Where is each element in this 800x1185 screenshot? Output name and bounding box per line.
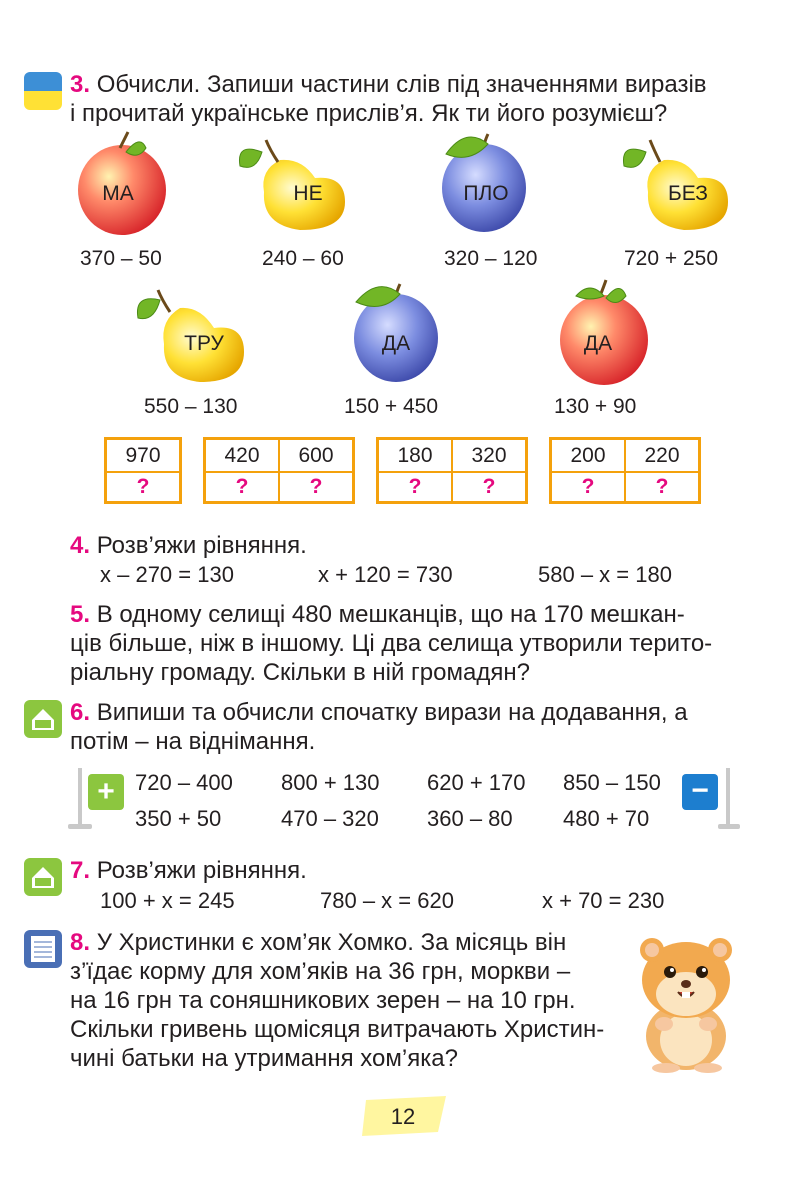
fruit-expression: 370 – 50 <box>80 247 162 270</box>
equation: 780 – x = 620 <box>320 888 454 913</box>
page-number: 12 <box>390 1104 416 1129</box>
apple-icon <box>78 131 166 235</box>
answer-cell: 320 ? <box>453 440 525 501</box>
fruit-syllable: ПЛО <box>463 182 509 205</box>
task5-number: 5. <box>70 601 91 628</box>
answer-cell: 200 ? <box>552 440 626 501</box>
pear-icon <box>238 139 345 230</box>
notebook-icon <box>24 930 62 968</box>
answer-cell: 180 ? <box>379 440 453 501</box>
expression: 620 + 170 <box>427 770 526 795</box>
task4-heading: 4. Розв’яжи рівняння. <box>70 532 307 559</box>
fruit-syllable: ДА <box>583 332 613 355</box>
equation: 100 + x = 245 <box>100 888 235 913</box>
equation: 580 – x = 180 <box>538 562 672 587</box>
minus-icon: − <box>682 774 718 810</box>
expression: 720 – 400 <box>135 770 233 795</box>
pear-icon <box>136 289 244 382</box>
fruit-syllable: ТРУ <box>184 332 224 355</box>
equation: x + 70 = 230 <box>542 888 665 913</box>
fruit-expression: 550 – 130 <box>144 395 238 418</box>
fruit-syllable: МА <box>102 182 134 205</box>
fruit-syllable: ДА <box>381 332 411 355</box>
home-icon <box>24 858 62 896</box>
answer-cell: 970 ? <box>107 440 179 501</box>
plum-icon <box>354 283 438 382</box>
plus-signpost: + <box>68 768 128 830</box>
task7-number: 7. <box>70 857 91 884</box>
task3-text: 3. Обчисли. Запиши частини слів під знач… <box>70 71 707 98</box>
task3-number: 3. <box>70 71 91 98</box>
task5-line2: ців більше, ніж в іншому. Ці два селища … <box>70 630 713 657</box>
fruit-syllable: НЕ <box>293 182 323 205</box>
expression: 360 – 80 <box>427 806 513 831</box>
fruit-syllable: БЕЗ <box>667 182 708 205</box>
ukraine-flag-icon <box>24 72 62 110</box>
fruit-expression: 320 – 120 <box>444 247 538 270</box>
answer-table: 200 ? 220 ? <box>549 437 701 504</box>
task6-text: 6. Випиши та обчисли спочатку вирази на … <box>70 699 688 726</box>
expression: 470 – 320 <box>281 806 379 831</box>
task7-heading: 7. Розв’яжи рівняння. <box>70 857 307 884</box>
task6-line2: потім – на віднімання. <box>70 728 316 755</box>
apple-icon <box>560 279 648 385</box>
answer-table: 180 ? 320 ? <box>376 437 528 504</box>
task8-line2: з’їдає корму для хом’яків на 36 грн, мор… <box>70 958 571 985</box>
answer-cell: 420 ? <box>206 440 280 501</box>
task5-line3: ріальну громаду. Скільки в ній громадян? <box>70 659 530 686</box>
answer-table: 970 ? <box>104 437 182 504</box>
task4-number: 4. <box>70 532 91 559</box>
expression: 480 + 70 <box>563 806 650 831</box>
minus-signpost: − <box>680 768 740 830</box>
hamster-illustration <box>640 938 732 1073</box>
fruit-expression: 240 – 60 <box>262 247 344 270</box>
task8-text: 8. У Христинки є хом’як Хомко. За місяць… <box>70 929 567 956</box>
task8-line4: Скільки гривень щомісяця витрачають Хрис… <box>70 1016 605 1043</box>
answer-table: 420 ? 600 ? <box>203 437 355 504</box>
task8-line5: чині батьки на утримання хом’яка? <box>70 1045 458 1072</box>
expression: 800 + 130 <box>281 770 380 795</box>
fruit-expression: 130 + 90 <box>554 395 637 418</box>
answer-cell: 220 ? <box>626 440 698 501</box>
pear-icon <box>622 139 728 230</box>
plum-icon <box>442 133 526 232</box>
fruit-expression: 720 + 250 <box>624 247 719 270</box>
task6-number: 6. <box>70 699 91 726</box>
fruits-illustration <box>78 131 728 385</box>
equation: x + 120 = 730 <box>318 562 453 587</box>
page-number-badge: 12 <box>360 1096 450 1136</box>
task3-text-line2: і прочитай українське прислів’я. Як ти й… <box>70 100 668 127</box>
equation: x – 270 = 130 <box>100 562 234 587</box>
expression: 350 + 50 <box>135 806 222 831</box>
plus-icon: + <box>88 774 124 810</box>
task5-text: 5. В одному селищі 480 мешканців, що на … <box>70 601 685 628</box>
task8-line3: на 16 грн та соняшникових зерен – на 10 … <box>70 987 576 1014</box>
home-icon <box>24 700 62 738</box>
task8-number: 8. <box>70 929 91 956</box>
fruit-expression: 150 + 450 <box>344 395 439 418</box>
expression: 850 – 150 <box>563 770 661 795</box>
answer-cell: 600 ? <box>280 440 352 501</box>
